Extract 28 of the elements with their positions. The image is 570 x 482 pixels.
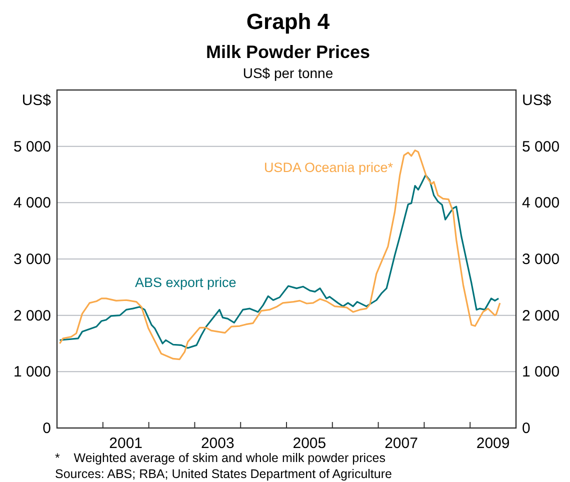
text: US$ per tonne <box>242 65 334 81</box>
x-tick-label: 2003 <box>200 435 234 452</box>
series-label: USDA Oceania price* <box>264 160 394 175</box>
y2-tick-label: 3 000 <box>522 251 560 268</box>
y2-tick-label: 4 000 <box>522 194 560 212</box>
x-tick-label: 2009 <box>476 435 510 452</box>
y-tick-label: 5 000 <box>13 138 51 156</box>
line-series <box>58 149 501 360</box>
text: * Weighted average of skim and whole milk powder prices <box>55 451 386 465</box>
y2-tick-label: 5 000 <box>522 138 560 156</box>
y2-axis-title: US$ <box>522 92 552 109</box>
y-tick-label: 3 000 <box>13 251 51 268</box>
chart-title: Graph 4 <box>246 9 330 34</box>
y2-tick-label: 2 000 <box>522 307 560 324</box>
y2-tick-label: 0 <box>522 420 530 437</box>
y-tick-label: 2 000 <box>13 307 51 324</box>
source-note: Sources: ABS; RBA; United States Department of Agriculture <box>55 467 392 481</box>
x-tick-label: 2007 <box>384 435 418 452</box>
series-label: ABS export price <box>135 275 236 290</box>
chart-subtitle: Milk Powder Prices <box>206 42 370 62</box>
y2-tick-label: 1 000 <box>522 364 560 381</box>
y-tick-label: 1 000 <box>13 364 51 381</box>
line-series <box>58 174 500 349</box>
y-tick-label: 4 000 <box>13 194 51 212</box>
x-tick-label: 2001 <box>109 435 143 452</box>
x-tick-label: 2005 <box>292 435 326 452</box>
y-tick-label: 0 <box>42 420 51 437</box>
y-axis-title: US$ <box>22 92 52 109</box>
